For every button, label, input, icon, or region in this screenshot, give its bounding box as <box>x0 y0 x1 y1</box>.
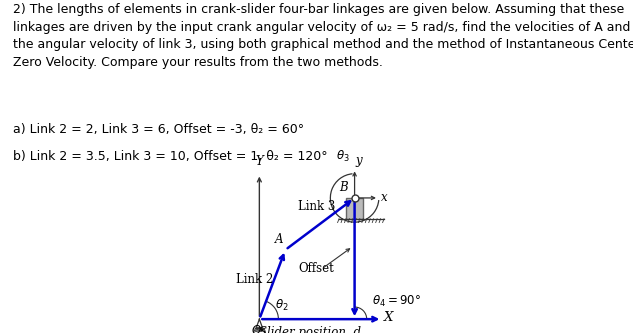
Text: $\theta_2$: $\theta_2$ <box>275 298 289 313</box>
Text: 2) The lengths of elements in crank-slider four-bar linkages are given below. As: 2) The lengths of elements in crank-slid… <box>13 3 633 69</box>
Text: $\theta_3$: $\theta_3$ <box>335 149 349 164</box>
Text: $O_2$: $O_2$ <box>251 324 266 333</box>
Bar <box>346 198 363 219</box>
Text: $\theta_4 = 90°$: $\theta_4 = 90°$ <box>372 294 421 309</box>
Text: X: X <box>384 311 393 324</box>
Text: A: A <box>275 233 284 246</box>
Text: Y: Y <box>256 156 263 168</box>
Text: Link 3: Link 3 <box>298 200 335 213</box>
Text: y: y <box>356 154 362 167</box>
Text: b) Link 2 = 3.5, Link 3 = 10, Offset = 1, θ₂ = 120°: b) Link 2 = 3.5, Link 3 = 10, Offset = 1… <box>13 150 327 163</box>
Text: Link 2: Link 2 <box>236 273 273 286</box>
Text: B: B <box>339 181 348 194</box>
Text: Offset: Offset <box>299 262 334 275</box>
Text: x: x <box>380 190 387 203</box>
Text: Slider position  d: Slider position d <box>260 326 361 333</box>
Text: a) Link 2 = 2, Link 3 = 6, Offset = -3, θ₂ = 60°: a) Link 2 = 2, Link 3 = 6, Offset = -3, … <box>13 123 304 136</box>
